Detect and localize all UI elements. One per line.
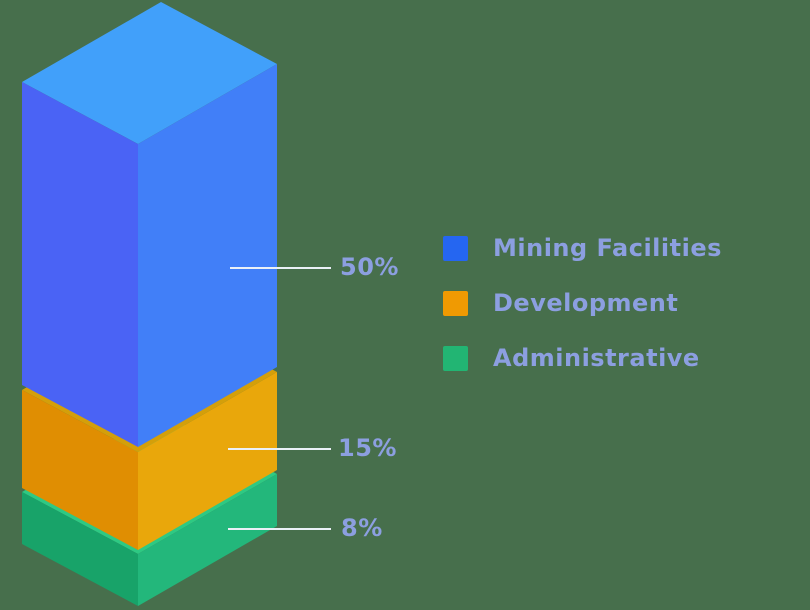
legend-swatch-mining-facilities (443, 236, 468, 261)
legend: Mining Facilities Development Administra… (443, 236, 722, 371)
bar-segment-mining-facilities (22, 2, 277, 447)
legend-item-mining-facilities: Mining Facilities (443, 236, 722, 261)
legend-swatch-administrative (443, 346, 468, 371)
legend-label-administrative: Administrative (493, 344, 700, 372)
administrative-right-face (138, 474, 277, 606)
legend-item-administrative: Administrative (443, 346, 722, 371)
value-label-administrative: 8% (341, 514, 383, 542)
legend-label-mining-facilities: Mining Facilities (493, 234, 722, 262)
legend-item-development: Development (443, 291, 722, 316)
mining-left-face (22, 82, 138, 447)
development-left-face (22, 390, 138, 550)
legend-label-development: Development (493, 289, 679, 317)
legend-swatch-development (443, 291, 468, 316)
value-label-development: 15% (338, 434, 397, 462)
value-label-mining: 50% (340, 253, 399, 281)
mining-top-face (22, 2, 277, 144)
development-right-face (138, 372, 277, 550)
administrative-left-face (22, 492, 138, 606)
mining-right-face (138, 64, 277, 447)
